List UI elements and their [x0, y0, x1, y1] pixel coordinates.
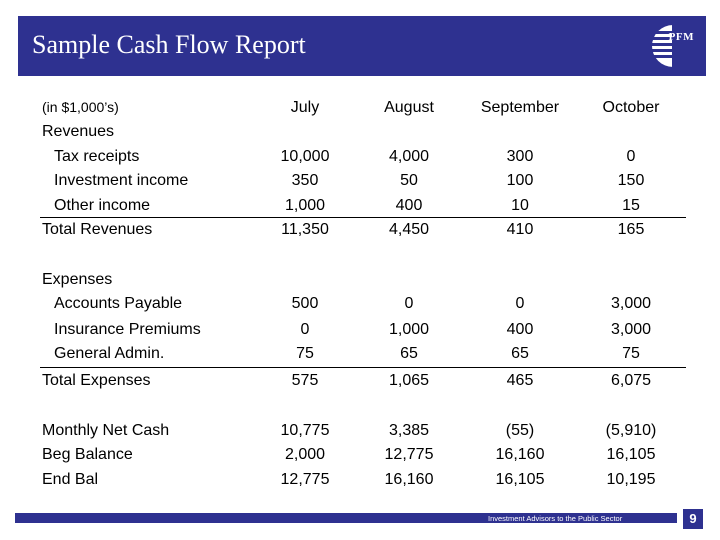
summary-value: 10,195 — [606, 471, 656, 488]
total-expenses-value: 465 — [506, 372, 534, 389]
row-value: 65 — [511, 345, 529, 362]
summary-value: (55) — [505, 422, 535, 439]
summary-value: 2,000 — [284, 446, 326, 463]
row-value: 150 — [617, 172, 645, 189]
row-value: 10 — [511, 197, 529, 214]
total-revenues-value: 4,450 — [388, 221, 430, 238]
summary-value: 3,385 — [388, 422, 430, 439]
page-title: Sample Cash Flow Report — [32, 30, 306, 59]
summary-value: 12,775 — [280, 471, 330, 488]
row-label: General Admin. — [54, 345, 165, 362]
row-value: 15 — [622, 197, 640, 214]
summary-value: 16,105 — [606, 446, 656, 463]
row-label: Investment income — [54, 172, 189, 189]
units-label: (in $1,000’s) — [42, 99, 119, 115]
row-value: 350 — [291, 172, 319, 189]
footer-bar — [15, 513, 677, 523]
row-value: 10,000 — [280, 148, 330, 165]
row-value: 300 — [506, 148, 534, 165]
summary-value: 10,775 — [280, 422, 330, 439]
row-value: 75 — [296, 345, 314, 362]
row-value: 1,000 — [284, 197, 326, 214]
summary-value: (5,910) — [605, 422, 657, 439]
expenses-heading: Expenses — [42, 271, 113, 288]
total-revenues-value: 410 — [506, 221, 534, 238]
summary-value: 12,775 — [384, 446, 434, 463]
pfm-logo-icon — [652, 23, 696, 69]
month-header-september: September — [480, 99, 560, 116]
row-value: 4,000 — [388, 148, 430, 165]
row-value: 100 — [506, 172, 534, 189]
row-value: 400 — [395, 197, 423, 214]
total-expenses-value: 575 — [291, 372, 319, 389]
expenses-divider — [40, 367, 686, 368]
row-value: 400 — [506, 321, 534, 338]
total-revenues-value: 11,350 — [281, 221, 329, 238]
total-expenses-value: 6,075 — [610, 372, 652, 389]
month-header-october: October — [602, 99, 660, 116]
row-value: 65 — [400, 345, 418, 362]
row-label: Tax receipts — [54, 148, 140, 165]
row-value: 0 — [626, 148, 636, 165]
summary-label: Beg Balance — [42, 446, 133, 463]
row-value: 0 — [404, 295, 414, 312]
row-label: Insurance Premiums — [54, 321, 201, 338]
row-value: 0 — [515, 295, 525, 312]
page-number: 9 — [683, 509, 703, 529]
revenues-divider — [40, 217, 686, 218]
title-bar: Sample Cash Flow Report PFM — [18, 16, 706, 76]
row-value: 1,000 — [388, 321, 430, 338]
month-header-july: July — [290, 99, 320, 116]
revenues-heading: Revenues — [42, 123, 115, 140]
row-value: 3,000 — [610, 295, 652, 312]
summary-label: End Bal — [42, 471, 99, 488]
row-label: Other income — [54, 197, 151, 214]
total-revenues-value: 165 — [617, 221, 645, 238]
month-header-august: August — [384, 99, 434, 116]
row-value: 75 — [622, 345, 640, 362]
total-expenses-value: 1,065 — [388, 372, 430, 389]
row-value: 3,000 — [610, 321, 652, 338]
total-expenses-label: Total Expenses — [42, 372, 151, 389]
total-revenues-label: Total Revenues — [42, 221, 153, 238]
row-label: Accounts Payable — [54, 295, 183, 312]
row-value: 50 — [400, 172, 418, 189]
row-value: 500 — [291, 295, 319, 312]
logo-text: PFM — [668, 31, 694, 43]
footer-tagline: Investment Advisors to the Public Sector — [488, 514, 623, 523]
summary-value: 16,160 — [495, 446, 545, 463]
summary-value: 16,160 — [384, 471, 434, 488]
summary-value: 16,105 — [495, 471, 545, 488]
row-value: 0 — [300, 321, 310, 338]
summary-label: Monthly Net Cash — [42, 422, 170, 439]
